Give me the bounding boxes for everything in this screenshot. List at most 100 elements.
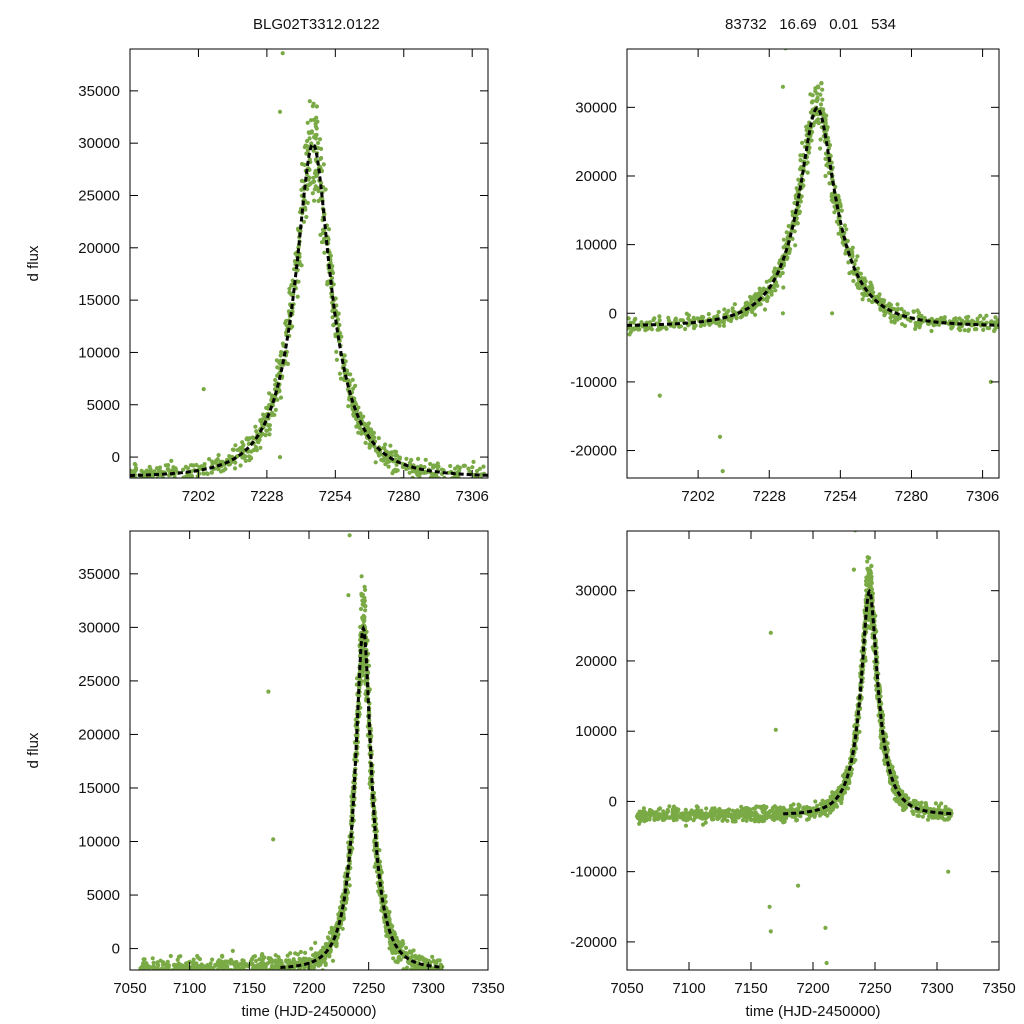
data-point [383,462,388,467]
data-point [277,455,283,460]
data-point [705,814,710,819]
data-point [838,202,843,208]
data-point [148,972,152,976]
plot-frame [626,48,1000,479]
data-point [768,929,773,934]
data-point [426,971,430,975]
data-point [898,797,903,802]
data-point [448,463,453,469]
data-point [363,440,368,445]
data-point [691,315,696,320]
data-point [264,967,269,970]
data-point [293,251,298,256]
x-tick-label: 7228 [250,488,283,505]
data-point [309,946,314,951]
data-point [477,466,482,471]
data-point [266,689,271,694]
data-point [163,463,168,468]
data-point [307,136,312,141]
data-point [808,92,813,97]
data-point [993,315,998,320]
data-point [161,973,165,977]
data-point [141,971,145,975]
data-point [791,802,796,807]
data-point [685,817,690,822]
data-point [287,290,292,295]
data-point [236,969,239,970]
data-point [161,960,166,965]
data-point [946,869,951,874]
data-point [312,135,317,140]
data-point [331,282,336,287]
data-point [852,262,857,267]
data-point [152,966,157,970]
data-point [423,971,427,975]
data-point [697,810,702,816]
data-point [169,975,173,979]
plot-frame [626,530,1000,971]
data-point [627,316,631,321]
data-point [870,290,875,295]
data-point [316,189,321,194]
data-point [860,297,865,302]
data-point [869,564,874,569]
data-point [228,976,232,980]
data-point [240,962,245,967]
data-point [383,893,388,899]
data-point [241,971,245,975]
data-point [255,963,260,968]
data-point [222,964,227,969]
data-point [962,328,967,333]
data-point [350,377,355,382]
data-point [845,769,850,774]
data-point [171,465,176,470]
x-tick-label: 7050 [113,980,146,997]
data-point [760,815,766,821]
data-point [329,927,335,933]
data-point [174,468,179,473]
data-point [900,807,906,813]
data-point [694,804,699,809]
data-point [207,971,211,975]
data-point [206,976,210,980]
data-point [249,449,254,454]
data-point [687,321,692,327]
data-point [201,964,207,969]
data-point [478,479,482,483]
data-point [322,250,327,255]
data-point [768,630,773,635]
data-point [814,99,819,104]
data-point [143,971,147,975]
data-point [153,970,157,974]
data-point [407,975,411,979]
data-point [297,967,302,970]
data-point [867,614,872,619]
data-point [388,443,393,448]
data-point [730,808,735,813]
data-point [796,802,801,807]
y-tick-label: 10000 [575,237,617,254]
data-point [235,964,240,969]
data-point [298,949,303,955]
data-point [459,483,463,487]
data-point [267,959,272,965]
data-point [221,971,225,975]
data-point [916,813,922,819]
data-point [462,463,467,468]
data-point [176,964,181,970]
data-point [820,798,825,803]
data-point [667,804,672,809]
data-point [743,304,748,309]
data-point [260,952,265,957]
y-tick-label: -20000 [570,443,617,460]
y-tick-label: 20000 [78,726,120,743]
data-point [292,963,298,968]
data-point [272,412,277,417]
data-point [631,326,636,331]
data-point [423,960,428,965]
data-point [181,467,186,472]
data-point [258,418,263,423]
data-points [627,49,999,474]
data-point [346,404,351,409]
